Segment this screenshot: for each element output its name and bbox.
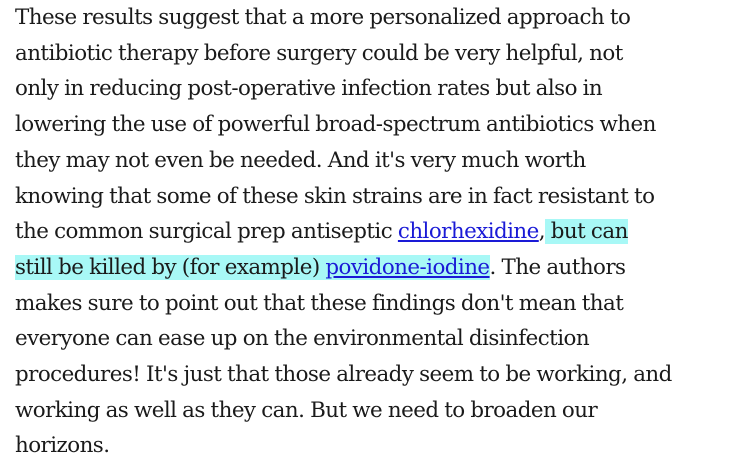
text-line-8: still be killed by (for example) povidon… [15,250,733,286]
chlorhexidine-link[interactable]: chlorhexidine [397,219,539,245]
text-segment: . The authors [489,254,626,280]
text-segment: the common surgical prep antiseptic [15,219,398,245]
text-line-3: only in reducing post-operative infectio… [15,76,603,102]
povidone-iodine-link[interactable]: povidone-iodine [325,254,490,280]
article-paragraph: These results suggest that a more person… [15,0,733,464]
text-line-7: the common surgical prep antiseptic chlo… [15,214,733,250]
highlighted-text[interactable]: but can [545,219,628,245]
highlighted-text[interactable]: still be killed by (for example) povidon… [15,254,490,280]
text-segment: , [538,219,546,245]
text-line-5: they may not even be needed. And it's ve… [15,147,586,173]
highlighted-segment: still be killed by (for example) [15,254,326,280]
text-line-6: knowing that some of these skin strains … [15,183,655,209]
text-line-12: working as well as they can. But we need… [15,397,598,423]
text-line-13: horizons. [15,433,110,459]
text-line-2: antibiotic therapy before surgery could … [15,40,623,66]
text-line-11: procedures! It's just that those already… [15,362,672,388]
text-line-4: lowering the use of powerful broad-spect… [15,112,656,138]
text-line-9: makes sure to point out that these findi… [15,290,624,316]
text-line-10: everyone can ease up on the environmenta… [15,326,590,352]
text-line-1: These results suggest that a more person… [15,5,631,30]
